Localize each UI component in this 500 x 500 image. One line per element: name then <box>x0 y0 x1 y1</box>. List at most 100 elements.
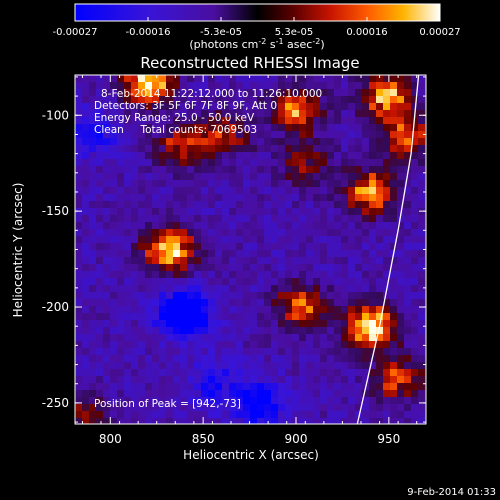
heatmap-cell <box>187 320 195 328</box>
heatmap-cell <box>376 292 384 300</box>
heatmap-cell <box>229 257 237 265</box>
heatmap-cell <box>404 285 412 293</box>
heatmap-cell <box>306 404 314 412</box>
heatmap-cell <box>243 257 251 265</box>
heatmap-cell <box>418 285 426 293</box>
heatmap-cell <box>397 117 405 125</box>
heatmap-cell <box>397 124 405 132</box>
heatmap-cell <box>362 320 370 328</box>
heatmap-cell <box>222 110 230 118</box>
heatmap-cell <box>229 369 237 377</box>
heatmap-cell <box>173 362 181 370</box>
heatmap-cell <box>320 222 328 230</box>
heatmap-cell <box>236 404 244 412</box>
heatmap-cell <box>292 362 300 370</box>
annotation-block: 8-Feb-2014 11:22:12.000 to 11:26:10.000 … <box>94 88 322 136</box>
heatmap-cell <box>110 355 118 363</box>
heatmap-cell <box>355 271 363 279</box>
heatmap-cell <box>313 82 321 90</box>
heatmap-cell <box>152 236 160 244</box>
heatmap-cell <box>152 271 160 279</box>
heatmap-cell <box>411 138 419 146</box>
heatmap-cell <box>131 299 139 307</box>
heatmap-cell <box>327 257 335 265</box>
heatmap-cell <box>299 334 307 342</box>
heatmap-cell <box>341 278 349 286</box>
heatmap-cell <box>306 257 314 265</box>
heatmap-cell <box>292 243 300 251</box>
heatmap-cell <box>404 418 412 424</box>
heatmap-cell <box>313 341 321 349</box>
heatmap-cell <box>82 271 90 279</box>
heatmap-cell <box>348 257 356 265</box>
heatmap-cell <box>159 152 167 160</box>
heatmap-cell <box>201 383 209 391</box>
heatmap-cell <box>187 376 195 384</box>
heatmap-cell <box>173 124 181 132</box>
heatmap-cell <box>334 264 342 272</box>
heatmap-cell <box>131 222 139 230</box>
heatmap-cell <box>390 194 398 202</box>
heatmap-cell <box>264 208 272 216</box>
heatmap-cell <box>341 243 349 251</box>
heatmap-cell <box>369 257 377 265</box>
heatmap-cell <box>404 313 412 321</box>
heatmap-cell <box>243 89 251 97</box>
heatmap-cell <box>383 180 391 188</box>
heatmap-cell <box>369 306 377 314</box>
heatmap-cell <box>159 306 167 314</box>
heatmap-cell <box>236 418 244 424</box>
heatmap-cell <box>292 236 300 244</box>
heatmap-cell <box>257 292 265 300</box>
heatmap-cell <box>117 299 125 307</box>
heatmap-cell <box>299 89 307 97</box>
heatmap-cell <box>334 194 342 202</box>
heatmap-cell <box>292 383 300 391</box>
heatmap-cell <box>194 222 202 230</box>
heatmap-cell <box>271 131 279 139</box>
heatmap-cell <box>320 397 328 405</box>
heatmap-cell <box>411 376 419 384</box>
heatmap-cell <box>264 348 272 356</box>
heatmap-cell <box>201 320 209 328</box>
heatmap-cell <box>187 145 195 153</box>
heatmap-cell <box>89 404 97 412</box>
heatmap-cell <box>355 173 363 181</box>
heatmap-cell <box>271 243 279 251</box>
heatmap-cell <box>215 348 223 356</box>
heatmap-cell <box>418 215 426 223</box>
heatmap-cell <box>341 187 349 195</box>
heatmap-cell <box>152 313 160 321</box>
heatmap-cell <box>404 103 412 111</box>
heatmap-cell <box>173 82 181 90</box>
heatmap-cell <box>404 229 412 237</box>
heatmap-cell <box>355 348 363 356</box>
heatmap-cell <box>341 383 349 391</box>
heatmap-cell <box>243 215 251 223</box>
heatmap-cell <box>390 215 398 223</box>
heatmap-cell <box>271 152 279 160</box>
heatmap-cell <box>278 313 286 321</box>
heatmap-cell <box>299 278 307 286</box>
heatmap-cell <box>159 243 167 251</box>
heatmap-cell <box>362 187 370 195</box>
heatmap-cell <box>117 124 125 132</box>
heatmap-cell <box>96 390 104 398</box>
heatmap-cell <box>257 180 265 188</box>
heatmap-cell <box>306 334 314 342</box>
heatmap-cell <box>418 187 426 195</box>
heatmap-cell <box>222 159 230 167</box>
heatmap-cell <box>397 194 405 202</box>
heatmap-cell <box>166 390 174 398</box>
heatmap-cell <box>355 131 363 139</box>
heatmap-cell <box>390 201 398 209</box>
heatmap-cell <box>215 187 223 195</box>
heatmap-cell <box>89 271 97 279</box>
heatmap-cell <box>180 159 188 167</box>
heatmap-cell <box>159 187 167 195</box>
heatmap-cell <box>166 334 174 342</box>
solar-limb <box>356 75 420 424</box>
heatmap-cell <box>96 243 104 251</box>
heatmap-cell <box>229 418 237 424</box>
heatmap-cell <box>243 285 251 293</box>
